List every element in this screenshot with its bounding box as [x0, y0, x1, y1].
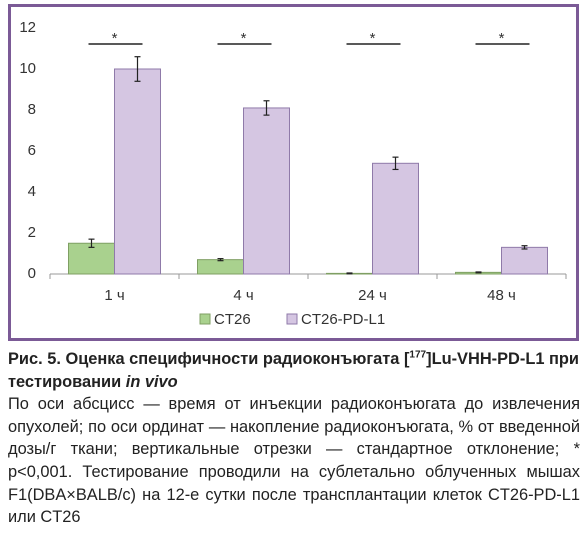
chart-frame: [8, 4, 579, 341]
y-tick-label: 0: [28, 265, 36, 282]
significance-label: *: [370, 30, 376, 47]
caption-superscript: 177: [409, 349, 427, 361]
x-tick-label: 48 ч: [487, 287, 516, 304]
y-tick-label: 8: [28, 101, 36, 118]
significance-label: *: [112, 30, 118, 47]
caption-title: Рис. 5. Оценка специфичности радиоконъюг…: [8, 348, 580, 393]
legend-swatch: [286, 313, 298, 325]
x-tick-label: 4 ч: [233, 287, 253, 304]
bar: [243, 107, 290, 275]
legend-swatch: [199, 313, 211, 325]
bar: [501, 246, 548, 275]
y-tick-label: 4: [28, 183, 36, 200]
chart: 0 2 4 6 8 10 12 1 ч 4 ч 24 ч 48 ч * * * * CT26 CT26-PD-L…: [8, 4, 579, 341]
caption-text: По оси абсцисс — время от инъекции радио…: [8, 395, 580, 527]
bar: [114, 68, 161, 275]
caption-italic: in vivo: [125, 372, 178, 391]
y-tick-label: 2: [28, 224, 36, 241]
bar: [197, 259, 244, 275]
significance-label: *: [241, 30, 247, 47]
caption: Рис. 5. Оценка специфичности радиоконъюг…: [8, 348, 580, 529]
x-tick-label: 24 ч: [358, 287, 387, 304]
y-tick-label: 10: [19, 60, 36, 77]
caption-title-part: Рис. 5. Оценка специфичности радиоконъюг…: [8, 350, 410, 368]
bar: [372, 162, 419, 275]
legend-label: CT26-PD-L1: [301, 311, 385, 328]
significance-label: *: [499, 30, 505, 47]
y-tick-label: 6: [28, 142, 36, 159]
legend-label: CT26: [214, 311, 251, 328]
y-tick-label: 12: [19, 19, 36, 36]
caption-title-part: ]Lu-VHH-PD-L1 при тестировании: [8, 350, 580, 391]
x-tick-label: 1 ч: [104, 287, 124, 304]
